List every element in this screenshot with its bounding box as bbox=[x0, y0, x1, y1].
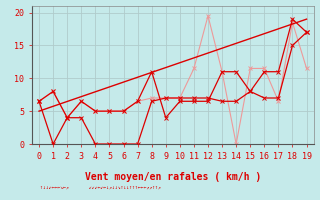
Text: ↑↓↓↙←←←↘←↗       ↙↙↙←↙←↓↗↓↓↘↑↓↓↑↑↑←←←↗↗↑↑↗: ↑↓↓↙←←←↘←↗ ↙↙↙←↙←↓↗↓↓↘↑↓↓↑↑↑←←←↗↗↑↑↗ bbox=[40, 185, 161, 190]
X-axis label: Vent moyen/en rafales ( km/h ): Vent moyen/en rafales ( km/h ) bbox=[85, 172, 261, 182]
